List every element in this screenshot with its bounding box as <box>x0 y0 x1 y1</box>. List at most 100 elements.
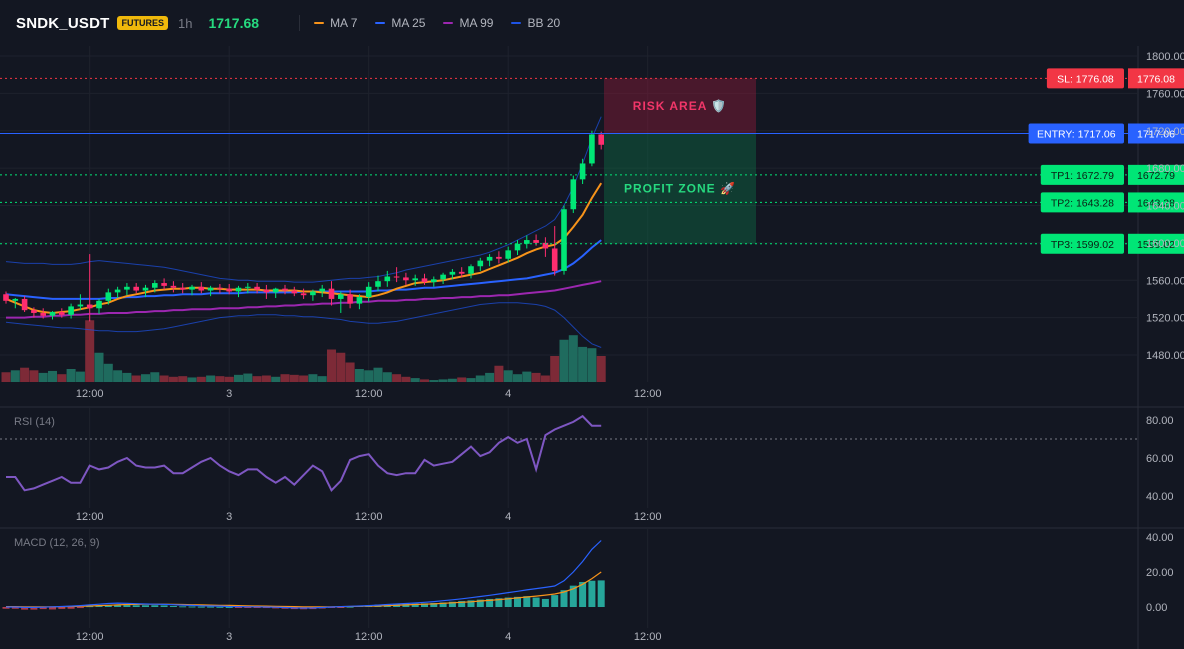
volume-bar <box>94 352 104 382</box>
candle <box>524 235 530 249</box>
candle-body <box>319 288 325 292</box>
volume-bar <box>224 376 234 382</box>
legend-swatch-bb20 <box>511 22 522 24</box>
level-axis-tag-bg <box>1128 233 1184 254</box>
candle <box>561 205 567 275</box>
volume-bar <box>187 377 197 382</box>
candle <box>282 284 288 295</box>
candle <box>328 281 335 306</box>
legend-ma7[interactable]: MA 7 <box>314 16 357 30</box>
candle <box>21 296 28 313</box>
futures-badge: FUTURES <box>117 16 168 30</box>
candle-body <box>49 312 56 316</box>
macd-histogram-bar <box>86 606 94 608</box>
volume-bar <box>29 370 39 382</box>
legend-label-ma7: MA 7 <box>330 16 358 30</box>
candle-body <box>96 300 102 309</box>
candle <box>198 282 205 294</box>
candle <box>226 283 232 295</box>
macd-histogram-bar <box>58 607 66 609</box>
candle-body <box>338 294 344 299</box>
rsi-tick-label: 60.00 <box>1146 453 1174 465</box>
volume-bar <box>336 352 346 382</box>
volume-bar <box>289 374 299 382</box>
time-tick-label: 12:00 <box>76 511 104 523</box>
volume-bar <box>550 356 560 382</box>
time-tick-label: 4 <box>505 631 511 643</box>
candle <box>142 284 149 298</box>
candle-body <box>514 243 521 251</box>
price-tick-label: 1720.00 <box>1146 126 1184 138</box>
macd-histogram-bar <box>430 602 438 607</box>
level-label-tp1: TP1: 1672.79 <box>1051 170 1114 182</box>
candle <box>291 286 298 297</box>
macd-histogram-bar <box>523 596 531 607</box>
candle <box>440 272 446 284</box>
volume-bar <box>559 339 569 382</box>
candle-body <box>579 163 586 180</box>
candle <box>319 284 325 298</box>
macd-histogram-bar <box>225 607 233 608</box>
volume-bar <box>466 378 476 382</box>
candle-body <box>189 286 195 290</box>
volume-bars <box>1 320 606 382</box>
volume-bar <box>131 375 141 382</box>
candle <box>179 283 186 294</box>
candle-body <box>468 266 474 274</box>
candle <box>300 288 307 299</box>
level-axis-tag-bg <box>1128 123 1184 144</box>
candle <box>217 283 223 294</box>
macd-histogram-bar <box>104 605 112 607</box>
candle-body <box>86 304 93 309</box>
level-label-tp3: TP3: 1599.02 <box>1051 239 1114 251</box>
candle-body <box>524 240 530 244</box>
candle-body <box>393 276 400 278</box>
candle <box>96 298 102 314</box>
level-axis-tag-bg <box>1128 68 1184 89</box>
macd-histogram-bar <box>123 605 131 607</box>
macd-signal-line <box>6 571 602 608</box>
legend-bb20[interactable]: BB 20 <box>511 16 560 30</box>
candle-body <box>226 288 232 292</box>
bollinger-bands <box>5 116 602 348</box>
volume-bar <box>345 362 355 382</box>
candle <box>12 298 19 309</box>
volume-bar <box>578 346 588 382</box>
candle <box>514 240 521 256</box>
candle-body <box>310 291 316 296</box>
volume-bar <box>354 369 364 382</box>
candle-body <box>384 276 391 282</box>
macd-histogram-bar <box>21 607 29 610</box>
candle-body <box>124 286 130 290</box>
legend-ma99[interactable]: MA 99 <box>443 16 493 30</box>
macd-pane-label: MACD (12, 26, 9) <box>14 537 100 549</box>
price-tick-label: 1680.00 <box>1146 163 1184 175</box>
candle <box>431 276 437 287</box>
candle-body <box>570 179 577 210</box>
legend-ma25[interactable]: MA 25 <box>375 16 425 30</box>
level-label-bg <box>1040 164 1124 185</box>
time-tick-label: 3 <box>226 388 232 400</box>
volume-bar <box>252 376 262 382</box>
candle <box>347 289 353 309</box>
volume-bar <box>308 374 318 382</box>
macd-histogram-bar <box>114 604 122 607</box>
volume-bar <box>382 372 392 382</box>
timeframe-selector[interactable]: 1h <box>177 15 193 31</box>
candle-body <box>403 277 409 281</box>
symbol-name[interactable]: SNDK_USDT <box>16 14 110 32</box>
candle <box>468 264 474 279</box>
candle <box>421 273 428 285</box>
candle <box>40 308 46 319</box>
macd-histogram-bar <box>551 595 559 607</box>
volume-bar <box>10 370 20 382</box>
candle-body <box>3 294 9 301</box>
volume-bar <box>513 374 522 382</box>
macd-histogram-bar <box>49 607 56 610</box>
level-label-bg <box>1046 68 1124 89</box>
level-label-sl: SL: 1776.08 <box>1057 73 1114 85</box>
macd-histogram-bar <box>207 606 215 608</box>
candle <box>403 272 409 285</box>
price-tick-label: 1480.00 <box>1146 350 1184 362</box>
volume-bar <box>485 372 495 382</box>
